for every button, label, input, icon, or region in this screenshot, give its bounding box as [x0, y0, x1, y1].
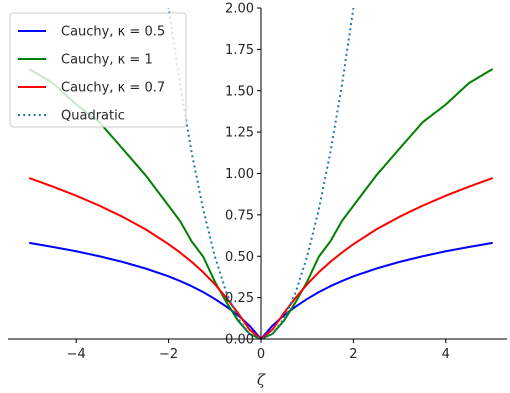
x-tick-label: 2 [349, 347, 357, 362]
legend-label-1: Cauchy, κ = 0.5 [61, 25, 165, 40]
y-tick-label: 0.25 [225, 291, 254, 306]
y-tick-label: 0.00 [225, 333, 254, 348]
legend: Cauchy, κ = 0.5 Cauchy, κ = 1 Cauchy, κ = … [9, 12, 187, 128]
y-tick-label: 1.25 [225, 126, 254, 141]
y-tick-label: 1.50 [225, 84, 254, 99]
y-tick-label: 2.00 [225, 2, 254, 17]
y-tick-label: 1.00 [225, 167, 254, 182]
legend-label-4: Quadratic [61, 109, 125, 124]
axes: −4 −2 0 2 4 0.00 0.25 0.50 0.75 1.00 1.25 1.50 1.75 2… [8, 2, 507, 389]
legend-box [9, 12, 187, 128]
x-tick-label: 4 [442, 347, 450, 362]
x-axis-label: ζ [257, 371, 266, 389]
legend-label-2: Cauchy, κ = 1 [61, 53, 153, 68]
legend-label-3: Cauchy, κ = 0.7 [61, 81, 165, 96]
x-tick-label: −4 [67, 347, 86, 362]
x-tick-label: 0 [257, 347, 265, 362]
y-tick-label: 0.50 [225, 250, 254, 265]
y-tick-label: 0.75 [225, 208, 254, 223]
y-tick-label: 1.75 [225, 43, 254, 58]
x-tick-label: −2 [159, 347, 178, 362]
